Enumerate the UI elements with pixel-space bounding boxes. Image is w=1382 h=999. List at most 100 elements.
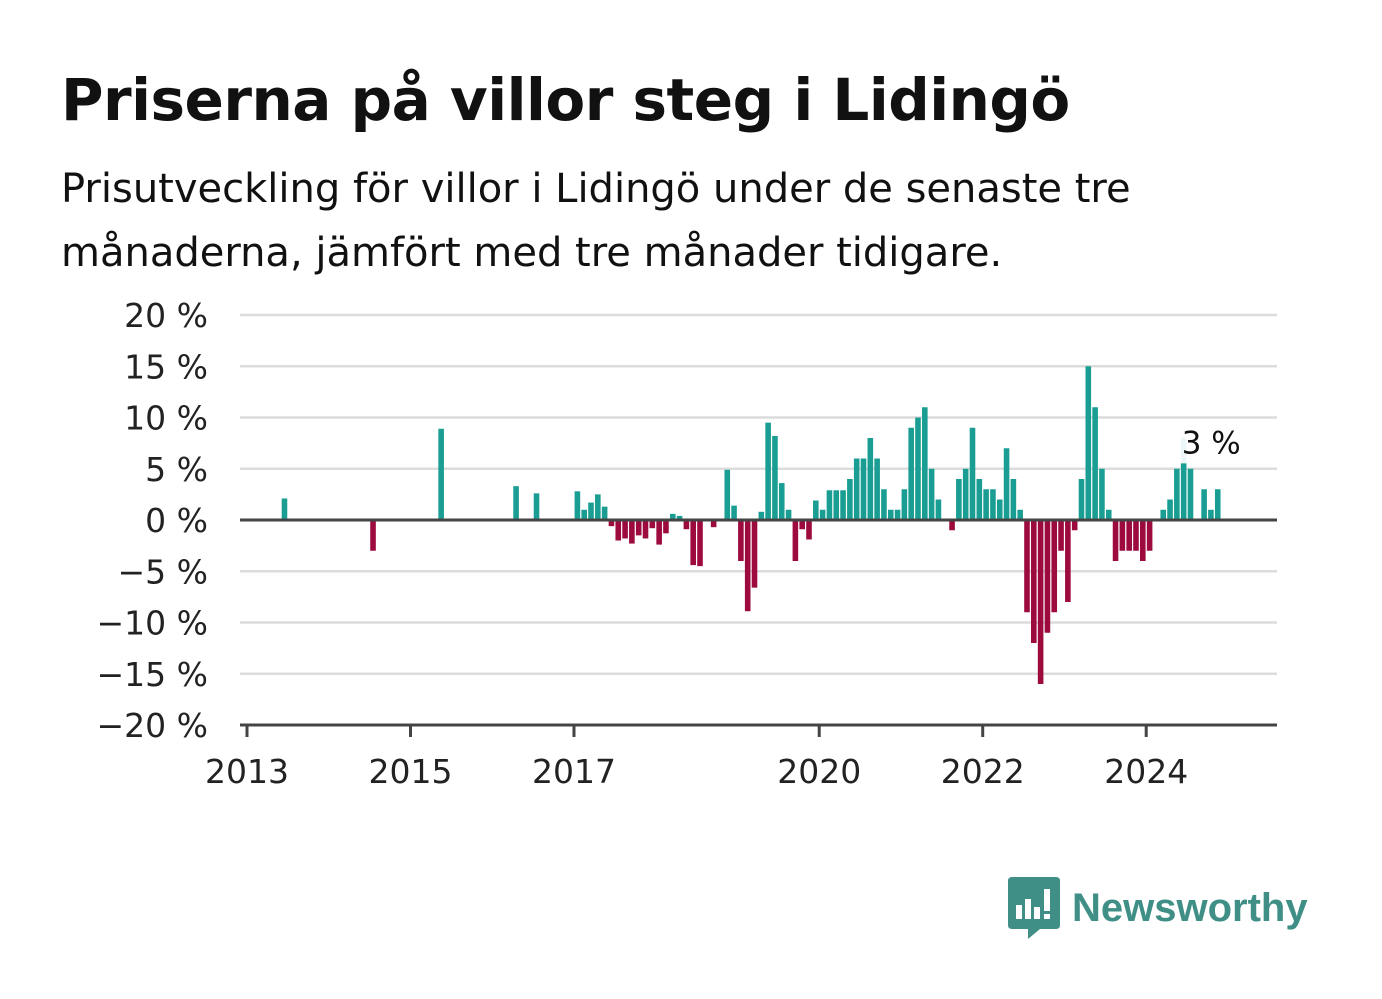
x-tick-label: 2020: [777, 752, 861, 791]
bar: [772, 435, 778, 520]
bar: [1010, 479, 1017, 520]
x-tick-label: 2022: [941, 752, 1025, 791]
newsworthy-logo-icon: [1008, 877, 1060, 939]
bar: [1071, 520, 1078, 531]
newsworthy-logo: Newsworthy: [1008, 877, 1308, 939]
bar: [574, 491, 581, 520]
bar: [697, 520, 703, 567]
brand-name: Newsworthy: [1072, 885, 1308, 930]
bar: [513, 486, 519, 520]
bar: [840, 490, 846, 520]
bar: [956, 479, 962, 520]
bar: [370, 520, 376, 551]
bar: [996, 499, 1003, 520]
annotation-background: [1173, 423, 1248, 464]
bar: [649, 520, 656, 529]
bar: [615, 520, 622, 541]
annotation-label: 3 %: [1182, 425, 1241, 461]
y-tick-label: 10 %: [124, 399, 208, 438]
y-tick-label: 5 %: [145, 450, 208, 489]
bar: [676, 515, 683, 520]
bar: [765, 422, 771, 520]
bar: [731, 505, 737, 520]
bar: [1146, 520, 1153, 551]
grid-lines: [240, 313, 1277, 675]
bar: [1140, 520, 1146, 561]
bar: [1187, 468, 1194, 520]
bar: [1099, 468, 1105, 520]
bar: [990, 489, 996, 520]
bar: [1003, 448, 1010, 520]
bar: [819, 509, 826, 520]
x-tick-label: 2013: [205, 752, 289, 791]
bar: [813, 500, 819, 520]
y-tick-label: 0 %: [145, 501, 208, 540]
bar: [799, 520, 805, 530]
bar: [1017, 509, 1023, 520]
bar: [1078, 479, 1085, 520]
bar: [595, 494, 601, 520]
bar: [588, 502, 594, 520]
axes: [240, 518, 1277, 737]
bar: [901, 489, 908, 520]
chart-subtitle: Prisutveckling för villor i Lidingö unde…: [61, 166, 1131, 276]
bar-chart: 20 % 15 % 10 % 5 % 0 % −5 % −10 % −15 % −20 % 201…: [97, 296, 1277, 791]
bar: [601, 506, 608, 520]
bar: [792, 520, 799, 561]
bar: [1085, 366, 1092, 520]
bar: [847, 479, 853, 520]
bar: [915, 417, 921, 520]
x-tick-label: 2017: [532, 752, 616, 791]
bar: [710, 520, 717, 528]
bar: [1208, 509, 1214, 520]
bar: [833, 490, 840, 520]
bar: [908, 427, 914, 520]
bar: [738, 520, 744, 561]
bar: [874, 458, 880, 520]
bar: [1201, 489, 1207, 520]
bar: [860, 458, 867, 520]
bar: [622, 520, 628, 539]
bar: [629, 520, 635, 544]
bar: [690, 520, 696, 566]
bar: [894, 509, 901, 520]
bar: [922, 407, 928, 520]
bar: [533, 493, 540, 520]
bar: [635, 520, 642, 536]
bar: [962, 468, 969, 520]
x-tick-label: 2015: [368, 752, 452, 791]
bar: [724, 469, 731, 520]
bar: [1167, 499, 1173, 520]
bar: [1044, 520, 1051, 633]
bar: [1112, 520, 1119, 561]
bar: [928, 468, 935, 520]
chart-title: Priserna på villor steg i Lidingö: [61, 66, 1070, 134]
x-tick-label: 2024: [1104, 752, 1188, 791]
bar: [867, 438, 874, 520]
tick-labels: 20 % 15 % 10 % 5 % 0 % −5 % −10 % −15 % −20 % 201…: [97, 296, 1189, 791]
bar: [1031, 520, 1037, 643]
bar: [663, 520, 669, 534]
bar: [744, 520, 751, 612]
bar: [281, 498, 288, 520]
bar: [751, 520, 758, 588]
bar: [969, 427, 976, 520]
y-tick-label: −20 %: [97, 706, 209, 745]
bar: [1105, 509, 1112, 520]
bar: [669, 513, 676, 520]
bar: [1051, 520, 1058, 613]
bar: [785, 509, 792, 520]
bars: [281, 366, 1221, 684]
bar: [1024, 520, 1030, 613]
y-tick-label: 15 %: [124, 347, 208, 386]
bar: [438, 428, 444, 520]
bar: [887, 509, 894, 520]
bar: [1126, 520, 1132, 551]
bar: [1174, 468, 1180, 520]
bar: [608, 520, 615, 527]
bar: [1065, 520, 1071, 602]
bar: [826, 490, 833, 520]
bar: [1214, 489, 1221, 520]
bar: [1092, 407, 1098, 520]
y-tick-label: −15 %: [97, 655, 209, 694]
